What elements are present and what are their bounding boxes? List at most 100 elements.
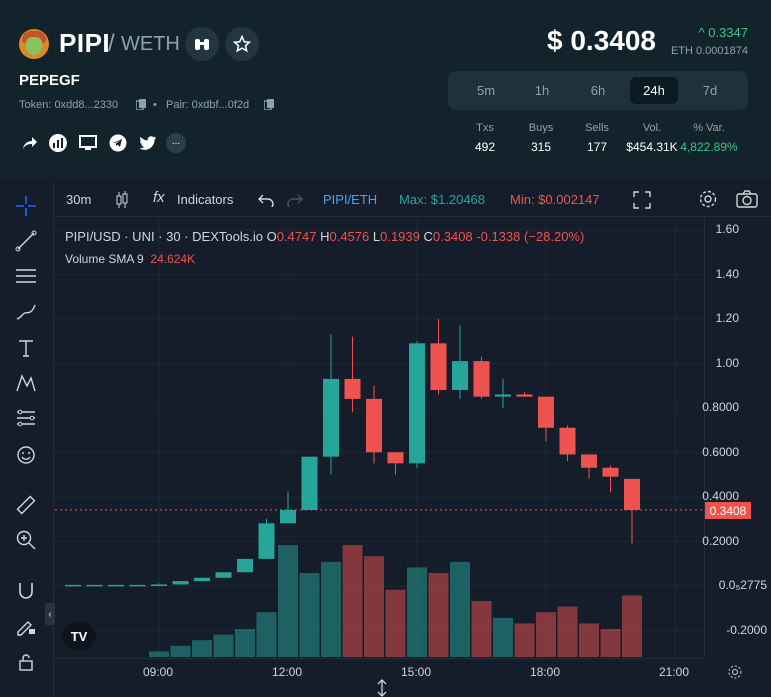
last-price-tag: 0.3408 xyxy=(705,502,751,519)
candle-body xyxy=(215,572,232,578)
prediction-tool[interactable] xyxy=(13,405,39,431)
lock-tool[interactable] xyxy=(13,649,39,675)
emoji-tool[interactable] xyxy=(13,442,39,468)
crosshair-tool[interactable] xyxy=(13,193,39,219)
magnet-icon xyxy=(19,583,33,599)
volume-bar xyxy=(342,545,363,657)
y-tick-label: 1.00 xyxy=(715,355,739,370)
min-price-label: Min: $0.002147 xyxy=(510,192,600,207)
candles-icon[interactable] xyxy=(115,191,129,209)
candle-body xyxy=(473,361,490,397)
volume-bar xyxy=(278,545,298,657)
telegram-button[interactable] xyxy=(108,133,128,153)
legend-title: PIPI/USD · UNI · 30 · DEXTools.io xyxy=(65,229,263,244)
legend-open: 0.4747 xyxy=(276,229,317,244)
magnet-tool[interactable] xyxy=(13,578,39,604)
candle-body xyxy=(581,454,597,468)
camera-icon[interactable] xyxy=(736,190,758,208)
brush-icon xyxy=(16,304,36,320)
text-tool[interactable] xyxy=(13,335,39,361)
lock-icon xyxy=(19,654,33,671)
tab-7d[interactable]: 7d xyxy=(702,83,718,98)
y-tick-label: 0.6000 xyxy=(702,444,739,459)
pair-address: Pair: 0xdbf...0f2d xyxy=(166,99,250,111)
candle-body xyxy=(129,584,146,587)
x-tick-label: 12:00 xyxy=(272,665,303,679)
brush-tool[interactable] xyxy=(13,299,39,325)
copy-pair-icon[interactable] xyxy=(264,99,274,110)
pencil-lock-icon xyxy=(17,621,35,636)
etherscan-button[interactable] xyxy=(48,133,68,153)
etherscan-icon xyxy=(49,134,67,152)
volume-bar xyxy=(170,645,191,657)
legend-l-label: L xyxy=(372,229,381,244)
candlestick-chart[interactable] xyxy=(55,218,704,658)
collapse-toolbar-button[interactable]: ‹ xyxy=(45,603,55,625)
y-tick-label: 0.4000 xyxy=(702,489,739,503)
volume-bar xyxy=(493,617,513,657)
resize-handle-icon[interactable] xyxy=(376,679,388,697)
x-tick-label: 15:00 xyxy=(401,665,432,679)
twitter-button[interactable] xyxy=(138,133,158,153)
horizontal-lines-tool[interactable] xyxy=(13,263,39,289)
copy-token-icon[interactable] xyxy=(136,99,146,110)
volume-bar xyxy=(600,629,621,657)
volume-bar xyxy=(450,561,470,657)
volume-bar xyxy=(622,595,642,657)
y-tick-label: 0.2000 xyxy=(702,533,739,548)
redo-icon[interactable] xyxy=(287,193,303,207)
website-button[interactable] xyxy=(78,133,98,153)
candle-body xyxy=(151,584,167,586)
volume-legend-label: Volume SMA 9 xyxy=(65,252,144,266)
tab-1h[interactable]: 1h xyxy=(534,83,550,98)
fullscreen-icon[interactable] xyxy=(633,191,651,209)
stat-var-value: 4,822.89% xyxy=(680,140,738,154)
time-axis[interactable]: 09:00 12:00 15:00 18:00 21:00 xyxy=(55,658,704,697)
volume-bar xyxy=(428,573,449,657)
stat-buys-value: 315 xyxy=(530,140,552,154)
candle-body xyxy=(344,378,361,399)
price-axis[interactable]: 1.60 1.40 1.20 1.00 0.8000 0.6000 0.4000 0.2000… xyxy=(702,218,771,658)
candle-body xyxy=(602,467,619,477)
volume-bar xyxy=(256,612,277,657)
ruler-tool[interactable] xyxy=(13,492,39,518)
zoom-in-tool[interactable] xyxy=(13,527,39,553)
trendline-tool[interactable] xyxy=(13,228,39,254)
undo-icon[interactable] xyxy=(258,193,274,207)
token-logo xyxy=(19,29,49,59)
legend-c-label: C xyxy=(423,229,433,244)
candle-body xyxy=(65,584,81,587)
y-tick-label: 1.60 xyxy=(715,222,739,236)
stat-txs-value: 492 xyxy=(474,140,496,154)
arrow-up-icon: ^ xyxy=(698,25,709,40)
volume-bar xyxy=(557,606,578,657)
binoculars-button[interactable] xyxy=(185,27,219,61)
tab-24h[interactable]: 24h xyxy=(630,77,678,104)
candle-body xyxy=(301,456,318,510)
lock-drawings-tool[interactable] xyxy=(13,613,39,639)
settings-icon[interactable] xyxy=(698,189,718,209)
favorite-button[interactable] xyxy=(225,27,259,61)
pattern-tool[interactable] xyxy=(13,370,39,396)
volume-legend: Volume SMA 9 24.624K xyxy=(65,252,195,266)
candle-body xyxy=(86,584,103,587)
address-dot: • xyxy=(153,99,157,111)
tradingview-logo[interactable]: TV xyxy=(62,622,96,650)
legend-h-label: H xyxy=(320,229,330,244)
volume-bar xyxy=(536,612,556,657)
legend-o-label: O xyxy=(266,229,277,244)
axis-settings-icon[interactable] xyxy=(727,664,743,680)
trendline-icon xyxy=(15,230,37,252)
pair-switch-button[interactable]: PIPI/ETH xyxy=(323,192,378,207)
volume-bar xyxy=(235,629,255,657)
interval-button[interactable]: 30m xyxy=(66,192,92,207)
more-button[interactable]: ... xyxy=(166,133,186,153)
tab-6h[interactable]: 6h xyxy=(590,83,606,98)
volume-bar xyxy=(579,623,599,657)
share-button[interactable] xyxy=(20,133,40,153)
tab-5m[interactable]: 5m xyxy=(476,83,496,98)
more-icon: ... xyxy=(171,135,181,147)
indicators-button[interactable]: Indicators xyxy=(177,192,234,207)
volume-bar xyxy=(149,651,169,657)
chevron-left-icon: ‹ xyxy=(48,608,52,620)
